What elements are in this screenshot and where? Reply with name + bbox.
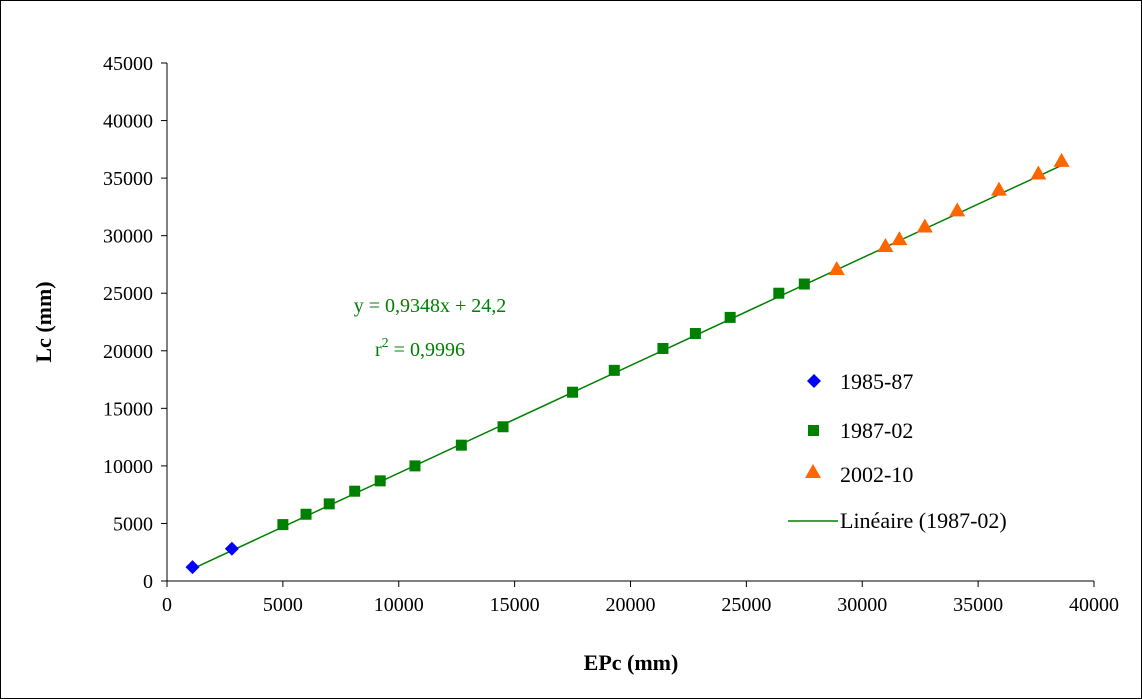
point-1987-02 bbox=[349, 485, 361, 497]
point-2002-10 bbox=[828, 261, 845, 276]
r2-sup: 2 bbox=[382, 336, 389, 351]
point-1987-02 bbox=[773, 287, 785, 299]
point-1987-02 bbox=[608, 364, 620, 376]
point-1987-02 bbox=[374, 475, 386, 487]
legend-label-1987-02: 1987-02 bbox=[840, 418, 913, 443]
r2-base: r bbox=[375, 339, 382, 361]
y-tick-label: 40000 bbox=[103, 111, 153, 133]
legend-marker-1987-02 bbox=[808, 425, 819, 436]
x-tick-label: 35000 bbox=[953, 594, 1003, 616]
y-tick-label: 30000 bbox=[103, 226, 153, 248]
x-axis-title: EPc (mm) bbox=[584, 650, 679, 675]
x-tick-label: 10000 bbox=[374, 594, 424, 616]
legend-label-2002-10: 2002-10 bbox=[840, 462, 913, 487]
x-tick-label: 20000 bbox=[606, 594, 656, 616]
legend-label-linear: Linéaire (1987-02) bbox=[840, 508, 1007, 533]
legend-label-1985-87: 1985-87 bbox=[840, 369, 913, 394]
x-tick-label: 30000 bbox=[837, 594, 887, 616]
point-2002-10 bbox=[891, 231, 908, 246]
point-1987-02 bbox=[689, 328, 701, 340]
x-tick-label: 25000 bbox=[721, 594, 771, 616]
y-axis-title: Lc (mm) bbox=[31, 281, 56, 362]
equation-annotation: y = 0,9348x + 24,2 r2 = 0,9996 bbox=[354, 295, 507, 361]
point-1987-02 bbox=[277, 519, 289, 531]
y-tick-label: 35000 bbox=[103, 168, 153, 190]
y-tick-label: 20000 bbox=[103, 341, 153, 363]
point-1987-02 bbox=[497, 421, 509, 433]
x-tick-label: 5000 bbox=[263, 594, 303, 616]
legend: 1985-87 1987-02 2002-10 Linéaire (1987-0… bbox=[788, 369, 1007, 533]
point-2002-10 bbox=[916, 218, 933, 233]
legend-marker-1985-87 bbox=[807, 374, 821, 388]
r-squared: r2 = 0,9996 bbox=[375, 336, 465, 361]
y-tick-label: 25000 bbox=[103, 283, 153, 305]
y-tick-label: 5000 bbox=[113, 513, 153, 535]
data-points bbox=[185, 152, 1070, 575]
y-tick-label: 10000 bbox=[103, 456, 153, 478]
r2-rest: = 0,9996 bbox=[389, 339, 465, 361]
point-2002-10 bbox=[1053, 152, 1070, 167]
trend-equation: y = 0,9348x + 24,2 bbox=[354, 295, 507, 317]
y-tick-label: 15000 bbox=[103, 398, 153, 420]
point-2002-10 bbox=[949, 202, 966, 217]
point-2002-10 bbox=[990, 181, 1007, 196]
y-tick-label: 0 bbox=[143, 571, 153, 593]
x-tick-label: 15000 bbox=[490, 594, 540, 616]
point-2002-10 bbox=[877, 238, 894, 253]
x-tick-label: 0 bbox=[162, 594, 172, 616]
legend-marker-2002-10 bbox=[805, 464, 821, 478]
point-1985-87 bbox=[224, 541, 239, 556]
point-1987-02 bbox=[409, 460, 421, 472]
point-1987-02 bbox=[798, 278, 810, 290]
point-2002-10 bbox=[1030, 165, 1047, 180]
point-1987-02 bbox=[300, 508, 312, 520]
point-1985-87 bbox=[185, 560, 200, 575]
point-1987-02 bbox=[567, 386, 579, 398]
point-1987-02 bbox=[657, 342, 669, 354]
axes: 0 5000 10000 15000 20000 25000 30000 35000 40000… bbox=[103, 53, 1119, 616]
point-1987-02 bbox=[323, 498, 335, 510]
x-tick-label: 40000 bbox=[1069, 594, 1119, 616]
point-1987-02 bbox=[724, 311, 736, 323]
point-1987-02 bbox=[455, 439, 467, 451]
y-tick-label: 45000 bbox=[103, 53, 153, 75]
